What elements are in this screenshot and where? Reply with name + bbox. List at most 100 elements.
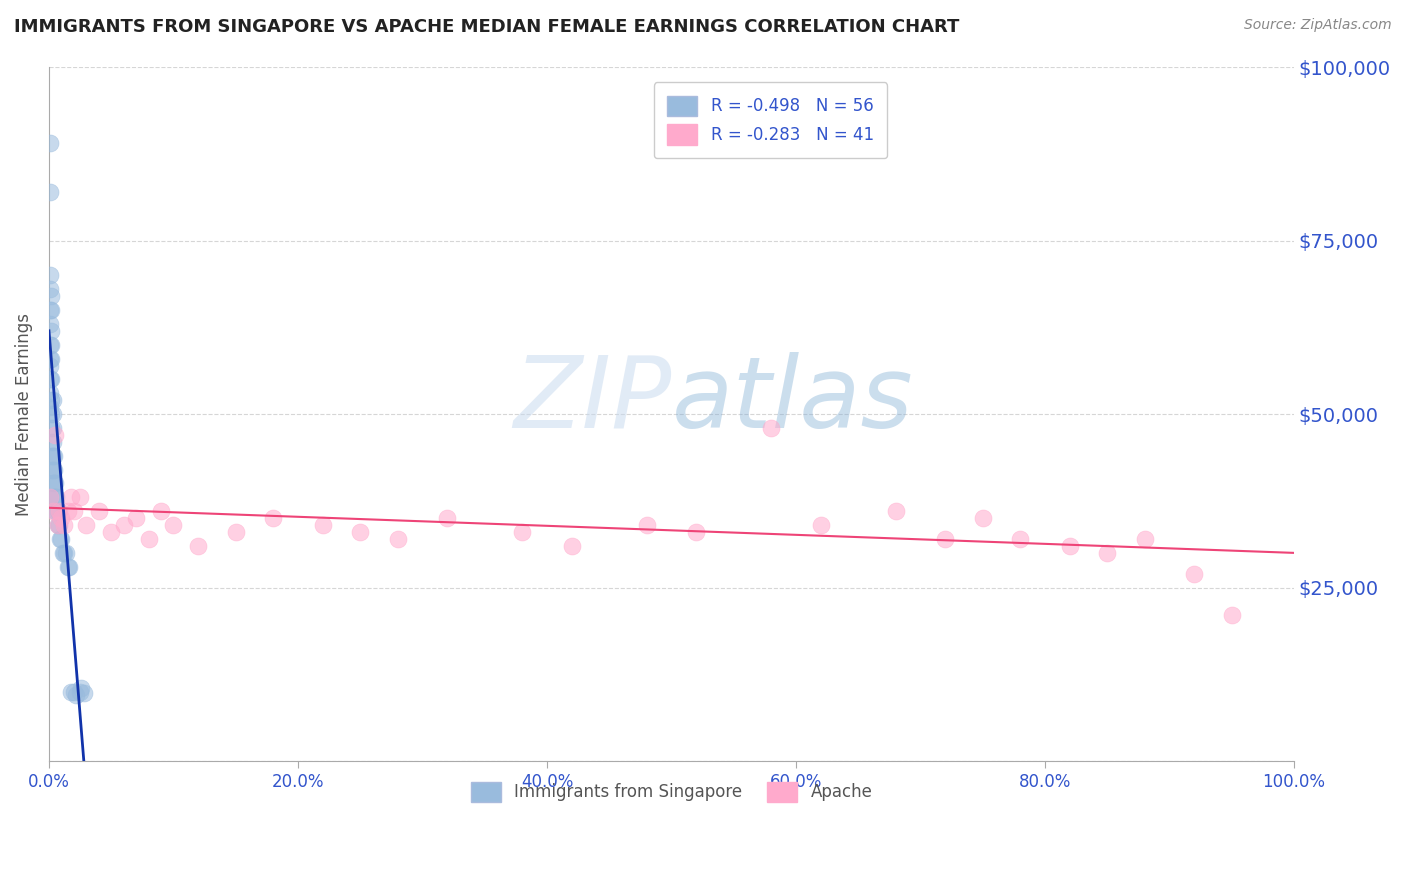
Point [112, 518, 135, 533]
Point [39, 136, 62, 151]
Text: IMMIGRANTS FROM SINGAPORE VS APACHE MEDIAN FEMALE EARNINGS CORRELATION CHART: IMMIGRANTS FROM SINGAPORE VS APACHE MEDI… [14, 18, 959, 36]
Point [934, 532, 956, 546]
Point [52, 518, 75, 533]
Point [41, 462, 63, 476]
Point [42, 476, 65, 491]
Point [60, 684, 83, 698]
Point [39, 491, 62, 505]
Point [1059, 539, 1081, 553]
Point [49, 532, 72, 546]
Y-axis label: Median Female Earnings: Median Female Earnings [15, 312, 32, 516]
Point [39, 359, 62, 373]
Point [1133, 532, 1156, 546]
Point [41, 421, 63, 435]
Point [436, 511, 458, 525]
Point [63, 504, 86, 518]
Point [41, 476, 63, 491]
Point [41, 449, 63, 463]
Point [150, 504, 173, 518]
Text: Source: ZipAtlas.com: Source: ZipAtlas.com [1244, 18, 1392, 32]
Point [41, 351, 63, 366]
Point [41, 462, 63, 476]
Point [41, 372, 63, 386]
Point [39, 351, 62, 366]
Point [56, 504, 79, 518]
Point [41, 303, 63, 318]
Point [41, 407, 63, 421]
Point [73, 686, 96, 700]
Point [70, 681, 93, 696]
Point [39, 400, 62, 414]
Point [60, 491, 83, 505]
Point [42, 491, 65, 505]
Point [510, 524, 533, 539]
Point [636, 518, 658, 533]
Point [63, 684, 86, 698]
Point [39, 282, 62, 296]
Point [46, 518, 69, 533]
Point [759, 421, 782, 435]
Point [65, 688, 87, 702]
Point [262, 511, 284, 525]
Point [52, 546, 75, 560]
Text: atlas: atlas [672, 351, 912, 449]
Point [100, 524, 122, 539]
Point [685, 524, 707, 539]
Text: ZIP: ZIP [513, 351, 672, 449]
Point [162, 518, 184, 533]
Point [87, 504, 110, 518]
Point [44, 476, 66, 491]
Point [44, 491, 66, 505]
Point [39, 303, 62, 318]
Point [46, 518, 69, 533]
Point [884, 504, 907, 518]
Point [45, 504, 67, 518]
Point [41, 421, 63, 435]
Point [44, 428, 66, 442]
Point [561, 539, 583, 553]
Point [41, 504, 63, 518]
Point [55, 546, 77, 560]
Point [42, 462, 65, 476]
Point [312, 518, 335, 533]
Point [972, 511, 994, 525]
Point [46, 504, 69, 518]
Point [69, 684, 91, 698]
Point [41, 407, 63, 421]
Point [1097, 546, 1119, 560]
Point [44, 504, 66, 518]
Point [56, 559, 79, 574]
Point [39, 372, 62, 386]
Point [42, 449, 65, 463]
Point [349, 524, 371, 539]
Point [48, 504, 70, 518]
Point [39, 317, 62, 331]
Point [75, 518, 97, 533]
Point [41, 434, 63, 449]
Point [69, 491, 91, 505]
Point [810, 518, 832, 533]
Point [1220, 608, 1243, 623]
Point [187, 539, 209, 553]
Point [41, 393, 63, 408]
Point [51, 511, 73, 525]
Point [39, 268, 62, 283]
Point [125, 511, 148, 525]
Point [52, 546, 75, 560]
Point [41, 449, 63, 463]
Legend: Immigrants from Singapore, Apache: Immigrants from Singapore, Apache [457, 768, 886, 815]
Point [1184, 566, 1206, 581]
Point [41, 324, 63, 338]
Point [41, 337, 63, 351]
Point [387, 532, 409, 546]
Point [51, 532, 73, 546]
Point [225, 524, 247, 539]
Point [45, 491, 67, 505]
Point [58, 559, 80, 574]
Point [138, 532, 160, 546]
Point [41, 393, 63, 408]
Point [39, 185, 62, 199]
Point [39, 337, 62, 351]
Point [48, 518, 70, 533]
Point [41, 289, 63, 303]
